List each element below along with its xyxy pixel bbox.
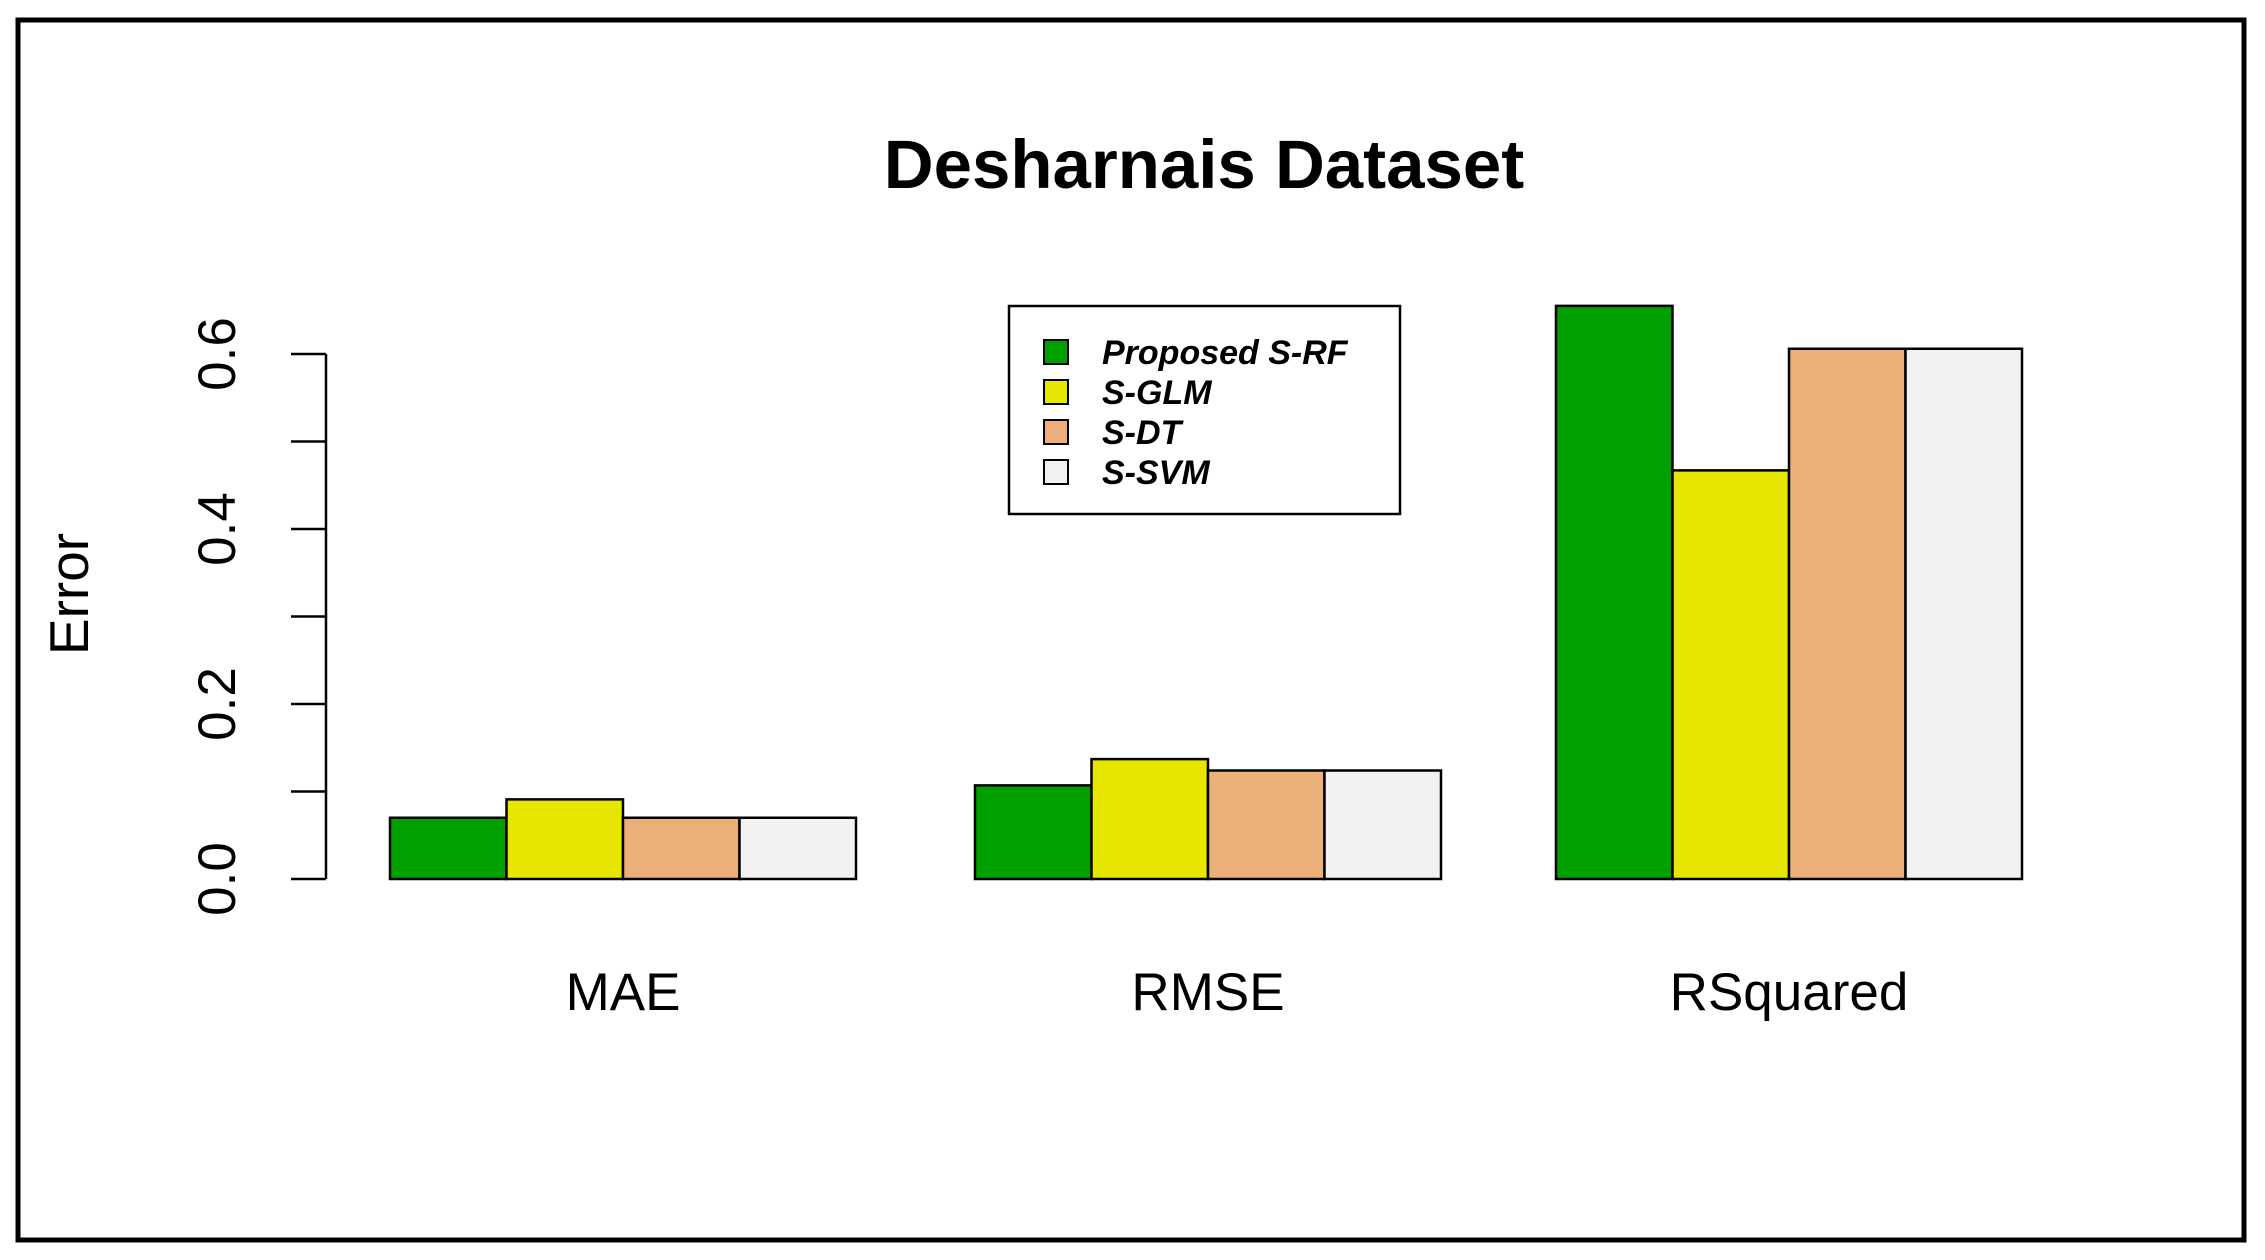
legend-label: S-SVM xyxy=(1102,454,1210,492)
legend-label: Proposed S-RF xyxy=(1102,334,1349,372)
legend-label: S-GLM xyxy=(1102,374,1212,412)
x-axis-labels: MAE RMSE RSquared xyxy=(566,963,1909,1022)
chart-title: Desharnais Dataset xyxy=(884,126,1524,203)
bar-rmse-1 xyxy=(973,784,1093,881)
x-category-label: MAE xyxy=(566,963,681,1022)
x-category-label: RMSE xyxy=(1131,963,1284,1022)
bar-rmse-3 xyxy=(1206,769,1326,881)
bar-rsquared-1 xyxy=(1554,304,1674,881)
bar-mae-1 xyxy=(388,816,508,881)
y-tick-label: 0.0 xyxy=(188,842,247,916)
x-category-label: RSquared xyxy=(1670,963,1909,1022)
legend-swatch xyxy=(1043,379,1069,405)
y-axis-label: Error xyxy=(38,533,100,655)
bar-rsquared-4 xyxy=(1904,347,2024,881)
legend-swatch xyxy=(1043,459,1069,485)
y-tick-label: 0.4 xyxy=(188,492,247,566)
bars-group xyxy=(388,304,2024,881)
bar-rsquared-3 xyxy=(1787,347,1907,881)
y-axis: 0.0 0.2 0.4 0.6 xyxy=(188,317,328,916)
legend-label: S-DT xyxy=(1102,414,1185,452)
legend-swatch xyxy=(1043,419,1069,445)
y-tick-label: 0.2 xyxy=(188,667,247,741)
legend-swatch xyxy=(1043,339,1069,365)
bar-rmse-4 xyxy=(1323,769,1443,881)
bar-rsquared-2 xyxy=(1671,469,1791,881)
legend-box xyxy=(1007,304,1402,516)
y-tick-label: 0.6 xyxy=(188,317,247,391)
bar-mae-2 xyxy=(505,798,625,881)
bar-rmse-2 xyxy=(1090,757,1210,881)
bar-mae-3 xyxy=(621,816,741,881)
bar-mae-4 xyxy=(738,816,858,881)
